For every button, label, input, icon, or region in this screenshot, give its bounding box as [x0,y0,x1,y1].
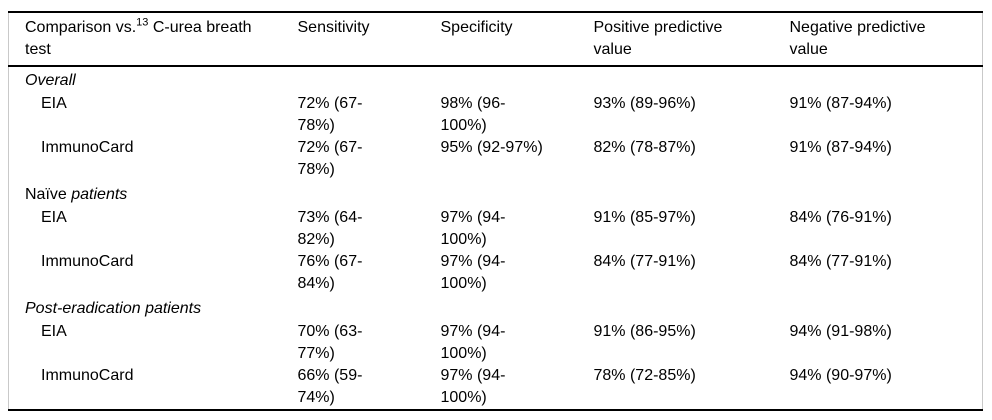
table-body: Overall EIA 72% (67- 78%) 98% (96- 100%)… [9,66,983,410]
npv-value: 84% (76-91%) [789,209,892,226]
table-row-post-eradication-eia: EIA 70% (63- 77%) 97% (94- 100%) 91% (86… [9,321,983,365]
table-row-overall-eia: EIA 72% (67- 78%) 98% (96- 100%) 93% (89… [9,93,983,137]
row-label: ImmunoCard [41,139,134,156]
specificity-value: 97% (94- 100%) [440,367,506,406]
ppv-value: 91% (86-95%) [593,323,696,340]
ppv-value: 93% (89-96%) [593,95,696,112]
sensitivity-value: 70% (63- 77%) [297,323,363,362]
npv-value: 84% (77-91%) [789,253,892,270]
specificity-value: 95% (92-97%) [440,139,543,156]
specificity-value: 97% (94- 100%) [440,323,506,362]
ppv-value: 91% (85-97%) [593,209,696,226]
row-label: ImmunoCard [41,253,134,270]
row-label: EIA [41,209,67,226]
table-row-naive-immunocard: ImmunoCard 76% (67- 84%) 97% (94- 100%) … [9,251,983,295]
group-row-naive: Naïve patients [9,181,983,207]
group-label-italic: Overall [25,72,76,89]
header-sensitivity: Sensitivity [297,12,441,67]
sensitivity-value: 72% (67- 78%) [297,139,363,178]
ppv-value: 82% (78-87%) [593,139,696,156]
group-label-italic: patients [71,186,128,203]
group-label-naive: Naïve patients [9,181,983,207]
group-row-overall: Overall [9,66,983,93]
row-label: EIA [41,95,67,112]
group-label-regular: Naïve [25,186,72,203]
diagnostic-accuracy-table: Comparison vs.13 C-urea breath test Sens… [8,11,983,411]
header-row: Comparison vs.13 C-urea breath test Sens… [8,12,983,67]
specificity-value: 98% (96- 100%) [440,95,506,134]
group-label-post-eradication: Post-eradication patients [9,295,983,321]
header-citation-superscript: 13 [136,16,149,29]
group-row-post-eradication: Post-eradication patients [9,295,983,321]
header-ppv: Positive predictive value [593,12,790,67]
results-table-container: Comparison vs.13 C-urea breath test Sens… [8,11,983,411]
sensitivity-value: 76% (67- 84%) [297,253,363,292]
specificity-value: 97% (94- 100%) [440,209,506,248]
table-row-naive-eia: EIA 73% (64- 82%) 97% (94- 100%) 91% (85… [9,207,983,251]
table-row-post-eradication-immunocard: ImmunoCard 66% (59- 74%) 97% (94- 100%) … [9,365,983,410]
header-comparison: Comparison vs.13 C-urea breath test [8,12,298,67]
group-label-italic: Post-eradication patients [25,300,202,317]
ppv-value: 78% (72-85%) [593,367,696,384]
npv-value: 91% (87-94%) [789,95,892,112]
row-label: ImmunoCard [41,367,134,384]
sensitivity-value: 66% (59- 74%) [297,367,363,406]
group-label-overall: Overall [9,66,983,93]
npv-value: 91% (87-94%) [789,139,892,156]
table-header: Comparison vs.13 C-urea breath test Sens… [8,12,983,67]
header-npv: Negative predictive value [789,12,983,67]
npv-value: 94% (91-98%) [789,323,892,340]
npv-value: 94% (90-97%) [789,367,892,384]
sensitivity-value: 73% (64- 82%) [297,209,363,248]
table-row-overall-immunocard: ImmunoCard 72% (67- 78%) 95% (92-97%) 82… [9,137,983,181]
row-label: EIA [41,323,67,340]
header-comparison-prefix: Comparison vs. [25,19,137,36]
specificity-value: 97% (94- 100%) [440,253,506,292]
sensitivity-value: 72% (67- 78%) [297,95,363,134]
header-specificity: Specificity [440,12,594,67]
ppv-value: 84% (77-91%) [593,253,696,270]
header-comparison-rest: C-urea breath test [25,19,252,58]
